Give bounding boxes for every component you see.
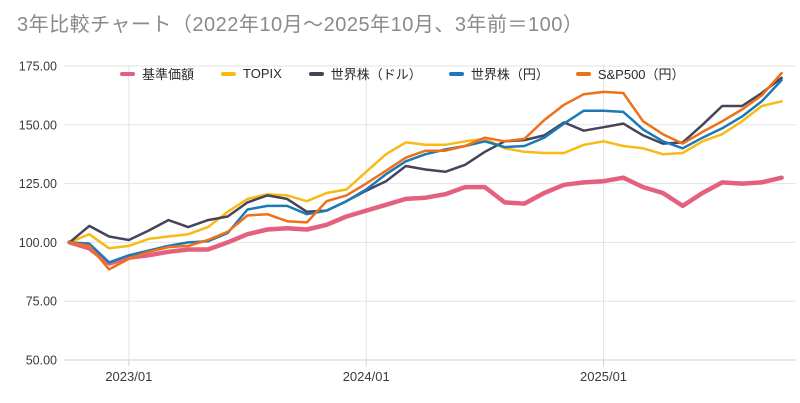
legend-swatch-icon (120, 71, 135, 76)
legend-swatch-icon (221, 71, 237, 76)
series-line-TOPIX (68, 100, 783, 250)
legend-label: S&P500（円） (597, 67, 685, 82)
x-axis-tick-label: 2023/01 (105, 369, 152, 384)
series-line-基準価額 (67, 175, 784, 266)
legend-swatch-icon (575, 71, 591, 76)
legend-item: TOPIX (221, 66, 282, 81)
y-axis-tick-label: 175.00 (19, 60, 57, 74)
legend-label: 基準価額 (142, 67, 195, 82)
legend-item: 基準価額 (120, 64, 194, 83)
y-axis-tick-label: 100.00 (19, 236, 57, 250)
y-axis-tick-label: 75.00 (26, 295, 57, 309)
y-axis-tick-label: 125.00 (19, 177, 57, 191)
legend-item: S&P500（円） (575, 64, 685, 83)
legend-swatch-icon (448, 71, 464, 76)
legend-label: TOPIX (243, 66, 282, 81)
legend-item: 世界株（ドル） (308, 64, 422, 83)
chart-legend: 基準価額 TOPIX 世界株（ドル） 世界株（円） S&P500（円） (120, 64, 685, 83)
series-line-世界株（円） (68, 78, 783, 264)
x-axis-tick-label: 2025/01 (580, 369, 627, 384)
legend-label: 世界株（ドル） (330, 67, 422, 82)
x-axis-tick-label: 2024/01 (343, 369, 390, 384)
series-line-S&P500（円） (68, 71, 783, 271)
chart-title: 3年比較チャート（2022年10月〜2025年10月、3年前＝100） (17, 14, 584, 36)
legend-item: 世界株（円） (448, 64, 549, 83)
legend-swatch-icon (308, 71, 324, 76)
series-line-世界株（ドル） (68, 76, 783, 244)
y-axis-tick-label: 150.00 (19, 118, 57, 132)
y-axis-tick-label: 50.00 (26, 354, 57, 368)
legend-label: 世界株（円） (470, 67, 549, 82)
